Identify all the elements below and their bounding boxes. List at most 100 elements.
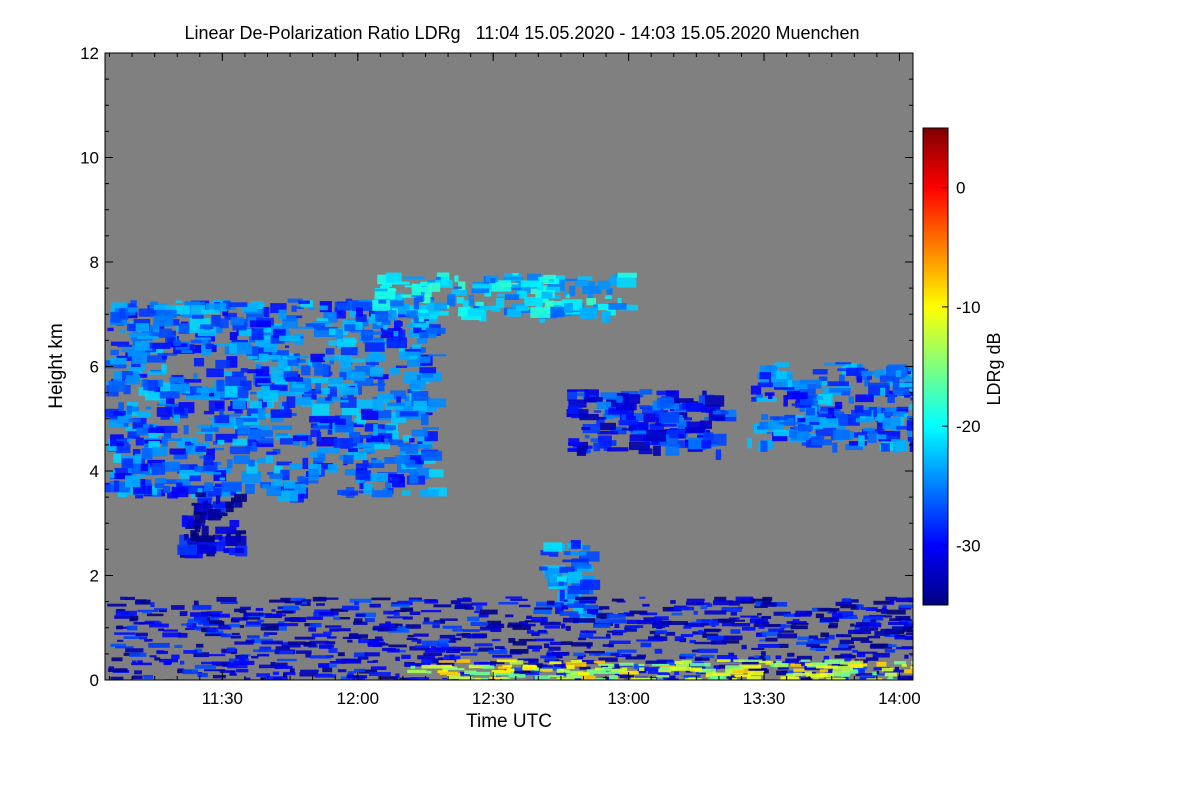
data-cell xyxy=(548,646,561,651)
data-cell xyxy=(233,455,250,465)
data-cell xyxy=(169,448,186,455)
data-cell xyxy=(193,442,210,448)
data-cell xyxy=(260,625,279,631)
data-cell xyxy=(628,441,650,451)
data-cell xyxy=(208,508,221,521)
data-cell xyxy=(643,617,663,622)
data-cell xyxy=(896,646,911,650)
data-cell xyxy=(401,654,411,659)
data-cell xyxy=(197,672,208,678)
data-cell xyxy=(392,431,399,440)
data-cell xyxy=(759,660,771,664)
data-cell xyxy=(489,678,512,680)
data-cell xyxy=(855,673,876,677)
data-cell xyxy=(774,362,789,367)
data-cell xyxy=(263,307,270,318)
data-cell xyxy=(407,669,427,674)
data-cell xyxy=(468,664,490,669)
data-cell xyxy=(258,396,265,400)
data-cell xyxy=(406,359,427,367)
data-cell xyxy=(183,425,189,435)
data-cell xyxy=(154,657,161,661)
data-cell xyxy=(901,664,907,667)
data-cell xyxy=(282,673,288,677)
data-cell xyxy=(518,604,531,608)
data-cell xyxy=(581,675,596,680)
data-cell xyxy=(150,602,155,608)
data-cell xyxy=(214,487,231,497)
data-cell xyxy=(661,678,679,680)
data-cell xyxy=(349,598,372,603)
data-cell xyxy=(381,318,391,326)
data-cell xyxy=(117,639,124,642)
data-cell xyxy=(750,385,762,395)
data-cell xyxy=(424,599,437,602)
data-cell xyxy=(355,612,376,618)
data-cell xyxy=(403,276,425,280)
data-cell xyxy=(764,623,782,628)
data-cell xyxy=(488,649,508,655)
data-cell xyxy=(807,639,829,644)
data-cell xyxy=(774,418,794,427)
data-cell xyxy=(236,489,241,496)
data-cell xyxy=(421,413,429,426)
data-cell xyxy=(327,386,337,398)
data-cell xyxy=(441,664,452,668)
data-cell xyxy=(654,616,669,621)
data-cell xyxy=(640,642,652,648)
data-cell xyxy=(261,623,280,627)
data-cell xyxy=(318,611,339,616)
data-cell xyxy=(382,329,394,333)
data-cell xyxy=(897,675,913,680)
data-cell xyxy=(333,616,341,621)
data-cell xyxy=(768,441,774,450)
data-cell xyxy=(817,413,833,418)
data-cell xyxy=(342,636,362,639)
data-cell xyxy=(894,667,899,671)
data-cell xyxy=(606,633,611,639)
data-cell xyxy=(422,427,440,430)
data-cell xyxy=(178,402,195,414)
colorbar-tick-label: -30 xyxy=(956,536,981,555)
colorbar-tick-label: 0 xyxy=(956,179,965,198)
data-cell xyxy=(670,600,676,604)
data-cell xyxy=(117,416,132,425)
data-cell xyxy=(206,448,215,461)
data-cell xyxy=(398,351,421,361)
data-cell xyxy=(565,551,587,556)
data-cell xyxy=(859,627,879,631)
data-cell xyxy=(420,609,442,613)
data-cell xyxy=(276,490,298,502)
data-cell xyxy=(835,362,852,365)
data-cell xyxy=(405,624,421,629)
data-cell xyxy=(713,665,721,669)
data-cell xyxy=(143,675,154,679)
data-cell xyxy=(138,387,148,396)
data-cell xyxy=(543,542,563,552)
data-cell xyxy=(421,664,443,669)
data-cell xyxy=(733,619,746,622)
data-cell xyxy=(256,673,271,677)
data-cell xyxy=(454,605,470,610)
data-cell xyxy=(895,370,902,378)
data-cell xyxy=(620,390,639,398)
data-cell xyxy=(383,322,388,330)
data-cell xyxy=(317,597,339,600)
data-cell xyxy=(838,643,849,649)
data-cell xyxy=(567,603,585,608)
data-cell xyxy=(805,611,813,615)
data-cell xyxy=(777,665,789,670)
data-cell xyxy=(820,632,830,638)
data-cell xyxy=(450,600,461,605)
data-cell xyxy=(854,626,863,632)
data-cell xyxy=(206,368,224,378)
data-cell xyxy=(549,278,558,283)
data-cell xyxy=(215,526,237,534)
data-cell xyxy=(491,638,501,642)
data-cell xyxy=(598,671,620,674)
data-cell xyxy=(505,596,523,599)
data-cell xyxy=(862,618,871,623)
data-cell xyxy=(341,407,360,416)
data-cell xyxy=(193,652,210,658)
data-cell xyxy=(333,438,354,448)
